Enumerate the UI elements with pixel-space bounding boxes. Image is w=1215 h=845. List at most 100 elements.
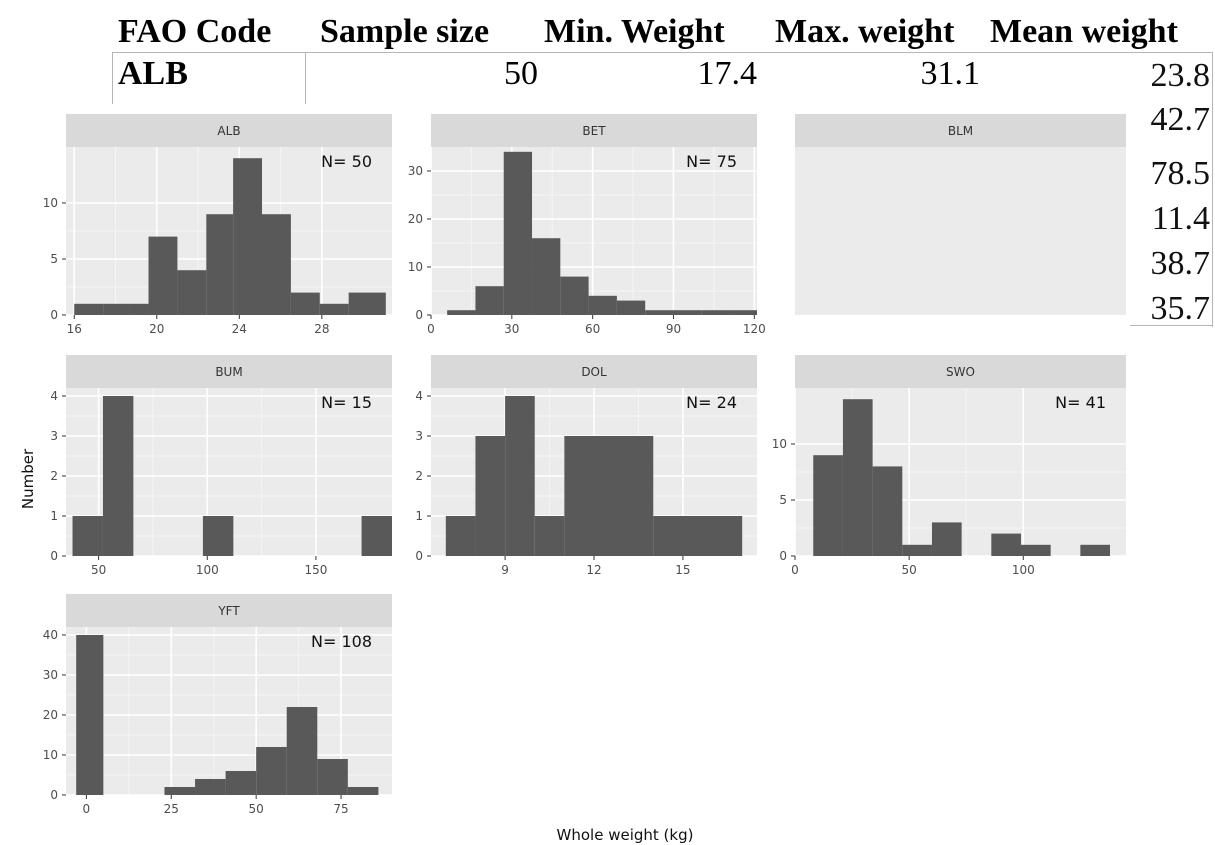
x-tick-label: 15 [675, 563, 690, 577]
histogram-bar [361, 516, 392, 556]
n-label: N= 41 [1055, 393, 1106, 412]
n-label: N= 15 [321, 393, 372, 412]
histogram-bar [505, 396, 535, 556]
n-label: N= 50 [321, 152, 372, 171]
x-tick-label: 24 [232, 322, 247, 336]
y-tick-label: 3 [50, 429, 58, 443]
histogram-bar [202, 516, 234, 556]
facet-strip [66, 594, 392, 627]
x-tick-label: 100 [196, 563, 219, 577]
histogram-bar [72, 516, 103, 556]
histogram-bar [902, 544, 932, 556]
histogram-bar [588, 295, 617, 315]
histogram-bar [74, 303, 104, 315]
histogram-bar [195, 779, 226, 795]
mean-weight-value: 11.4 [1151, 200, 1210, 237]
histogram-bar [842, 399, 873, 556]
histogram-bar [177, 270, 207, 315]
y-tick-label: 0 [415, 549, 423, 563]
y-tick-label: 40 [43, 628, 58, 642]
histogram-bar [645, 310, 674, 315]
y-tick-label: 0 [415, 308, 423, 322]
y-tick-label: 5 [779, 493, 787, 507]
y-tick-label: 10 [43, 196, 58, 210]
x-tick-label: 0 [83, 802, 91, 816]
y-tick-label: 10 [772, 437, 787, 451]
x-tick-label: 50 [91, 563, 106, 577]
histogram-bar [290, 292, 320, 315]
x-tick-label: 150 [304, 563, 327, 577]
x-tick-label: 28 [314, 322, 329, 336]
facet-strip [66, 114, 392, 147]
x-tick-label: 50 [901, 563, 916, 577]
table-grid-line [112, 52, 113, 104]
y-tick-label: 4 [415, 389, 423, 403]
histogram-bar [256, 747, 287, 795]
x-tick-label: 12 [586, 563, 601, 577]
histogram-bar [931, 522, 962, 556]
y-tick-label: 0 [50, 549, 58, 563]
histogram-bar [1020, 544, 1051, 556]
y-tick-label: 20 [408, 212, 423, 226]
mean-weight-value: 23.8 [1150, 57, 1211, 94]
x-tick-label: 75 [333, 802, 348, 816]
facet-alb: ALB N= 50 16 20 24 28 0 5 10 [43, 114, 392, 336]
x-tick-label: 30 [504, 322, 519, 336]
y-tick-label: 5 [50, 252, 58, 266]
y-tick-label: 2 [415, 469, 423, 483]
facet-strip-label: BET [582, 124, 606, 138]
histogram-bar [701, 310, 731, 315]
histogram-bar [262, 214, 291, 315]
histogram-bar [233, 158, 263, 315]
y-tick-label: 0 [779, 549, 787, 563]
table-header-sample-size: Sample size [320, 13, 490, 50]
n-label: N= 24 [686, 393, 737, 412]
histogram-bar [872, 466, 903, 556]
y-tick-label: 20 [43, 708, 58, 722]
histogram-bar [475, 436, 506, 556]
x-tick-label: 50 [249, 802, 264, 816]
facet-bet: BET N= 75 0 30 60 90 120 0 10 20 30 [408, 114, 766, 336]
mean-weight-column: 23.8 42.7 78.5 11.4 38.7 35.7 [1120, 58, 1212, 328]
histogram-bar [447, 310, 476, 315]
histogram-bar [319, 303, 349, 315]
histogram-bar [991, 533, 1021, 556]
summary-table: FAO Code Sample size Min. Weight Max. we… [0, 0, 1215, 327]
x-tick-label: 16 [67, 322, 82, 336]
facet-bum: BUM N= 15 50 100 150 0 1 2 3 4 [50, 355, 392, 577]
histogram-bar [164, 787, 196, 795]
histogram-bar [348, 292, 386, 315]
histogram-bar [347, 787, 379, 795]
y-tick-label: 1 [415, 509, 423, 523]
facet-strip-label: ALB [217, 124, 240, 138]
histogram-bar [534, 516, 565, 556]
histogram-bar [206, 214, 234, 315]
mean-weight-value: 35.7 [1150, 290, 1211, 327]
table-cell-min-weight: 17.4 [697, 55, 758, 92]
facet-strip [66, 355, 392, 388]
table-header-min-weight: Min. Weight [544, 13, 725, 50]
x-tick-label: 90 [666, 322, 681, 336]
y-tick-label: 1 [50, 509, 58, 523]
y-tick-label: 0 [50, 308, 58, 322]
x-tick-label: 120 [743, 322, 766, 336]
table-header-max-weight: Max. weight [775, 13, 955, 50]
facet-yft: YFT N= 108 0 25 50 75 0 10 20 30 40 [43, 594, 392, 816]
facet-strip [795, 114, 1126, 147]
histogram-bar [286, 707, 318, 795]
histogram-bar [76, 635, 104, 795]
facet-strip [795, 355, 1126, 388]
histogram-bar [813, 455, 843, 556]
table-cell-sample-size: 50 [504, 55, 538, 92]
facet-strip [431, 355, 757, 388]
x-tick-label: 60 [585, 322, 600, 336]
panel-background [795, 147, 1126, 315]
histogram-bar [148, 236, 178, 315]
facet-blm: BLM [795, 114, 1126, 315]
x-tick-label: 0 [791, 563, 799, 577]
table-header-mean-weight: Mean weight [990, 13, 1178, 50]
histogram-bar [102, 396, 134, 556]
histogram-bar [317, 759, 348, 795]
facet-strip-label: BUM [215, 365, 242, 379]
